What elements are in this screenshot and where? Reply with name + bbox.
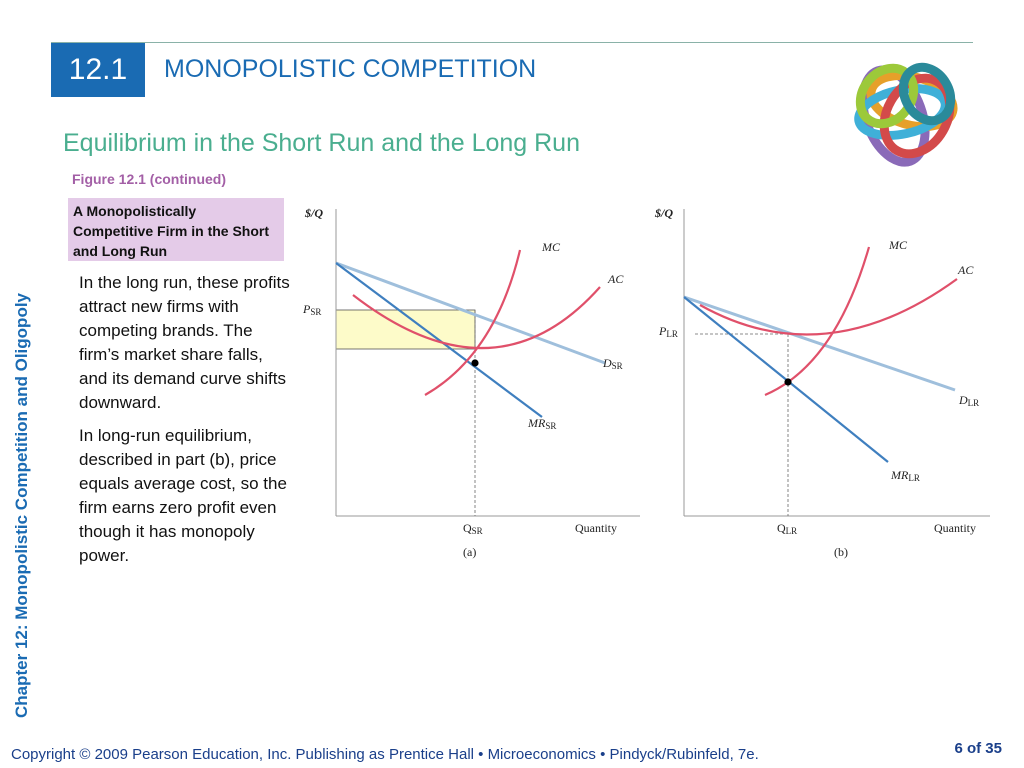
body-paragraph-2: In long-run equilibrium, described in pa… (79, 426, 287, 565)
demand-curve-a (335, 261, 606, 365)
demand-curve-b (683, 295, 956, 392)
page-number: 6 of 35 (954, 740, 1002, 757)
mr-label-b: MRLR (890, 468, 920, 483)
panel-a: $/Q MC AC DSR MRSR PSR QSR Quantity (a) (302, 206, 640, 559)
demand-label-b: DLR (958, 393, 979, 408)
price-label-b: PLR (658, 324, 678, 339)
panel-b: $/Q MC AC DLR MRLR PLR QLR Quantity (b) (654, 206, 990, 559)
price-label-a: PSR (302, 302, 321, 317)
figure-label: Figure 12.1 (continued) (72, 171, 227, 187)
ac-curve-a (352, 286, 601, 350)
mr-label-a: MRSR (527, 416, 556, 431)
header-rule (51, 42, 973, 43)
body-paragraph-1: In the long run, these profits attract n… (79, 273, 290, 412)
mc-curve-a (424, 249, 522, 396)
ac-label-b: AC (957, 263, 974, 277)
mc-label-b: MC (888, 238, 908, 252)
chapter-sidebar-label: Chapter 12: Monopolistic Competition and… (12, 293, 31, 718)
footer-copyright: Copyright © 2009 Pearson Education, Inc.… (11, 746, 759, 763)
ac-curve-b (699, 278, 958, 336)
mc-label-a: MC (541, 240, 561, 254)
rings-logo-icon (854, 62, 958, 167)
mr-curve-a (335, 262, 543, 418)
section-number-badge: 12.1 (51, 43, 145, 97)
quantity-label-b: QLR (777, 521, 797, 536)
section-title: MONOPOLISTIC COMPETITION (164, 55, 537, 83)
x-axis-label-a: Quantity (575, 521, 617, 535)
equilibrium-point-a (471, 359, 479, 367)
equilibrium-point-b (784, 378, 792, 386)
figure-caption-title: A Monopolistically Competitive Firm in t… (73, 203, 270, 259)
demand-label-a: DSR (602, 356, 623, 371)
mc-curve-b (764, 246, 871, 397)
y-axis-label-a: $/Q (304, 206, 323, 220)
x-axis-label-b: Quantity (934, 521, 976, 535)
panel-label-b: (b) (834, 545, 848, 559)
quantity-label-a: QSR (463, 521, 483, 536)
ac-label-a: AC (607, 272, 624, 286)
panel-label-a: (a) (463, 545, 476, 559)
slide-subtitle: Equilibrium in the Short Run and the Lon… (63, 129, 580, 157)
y-axis-label-b: $/Q (654, 206, 673, 220)
figure-caption-box: A Monopolistically Competitive Firm in t… (68, 198, 284, 261)
figure-12-1-diagram: $/Q MC AC DSR MRSR PSR QSR Quantity (a) … (302, 206, 990, 559)
